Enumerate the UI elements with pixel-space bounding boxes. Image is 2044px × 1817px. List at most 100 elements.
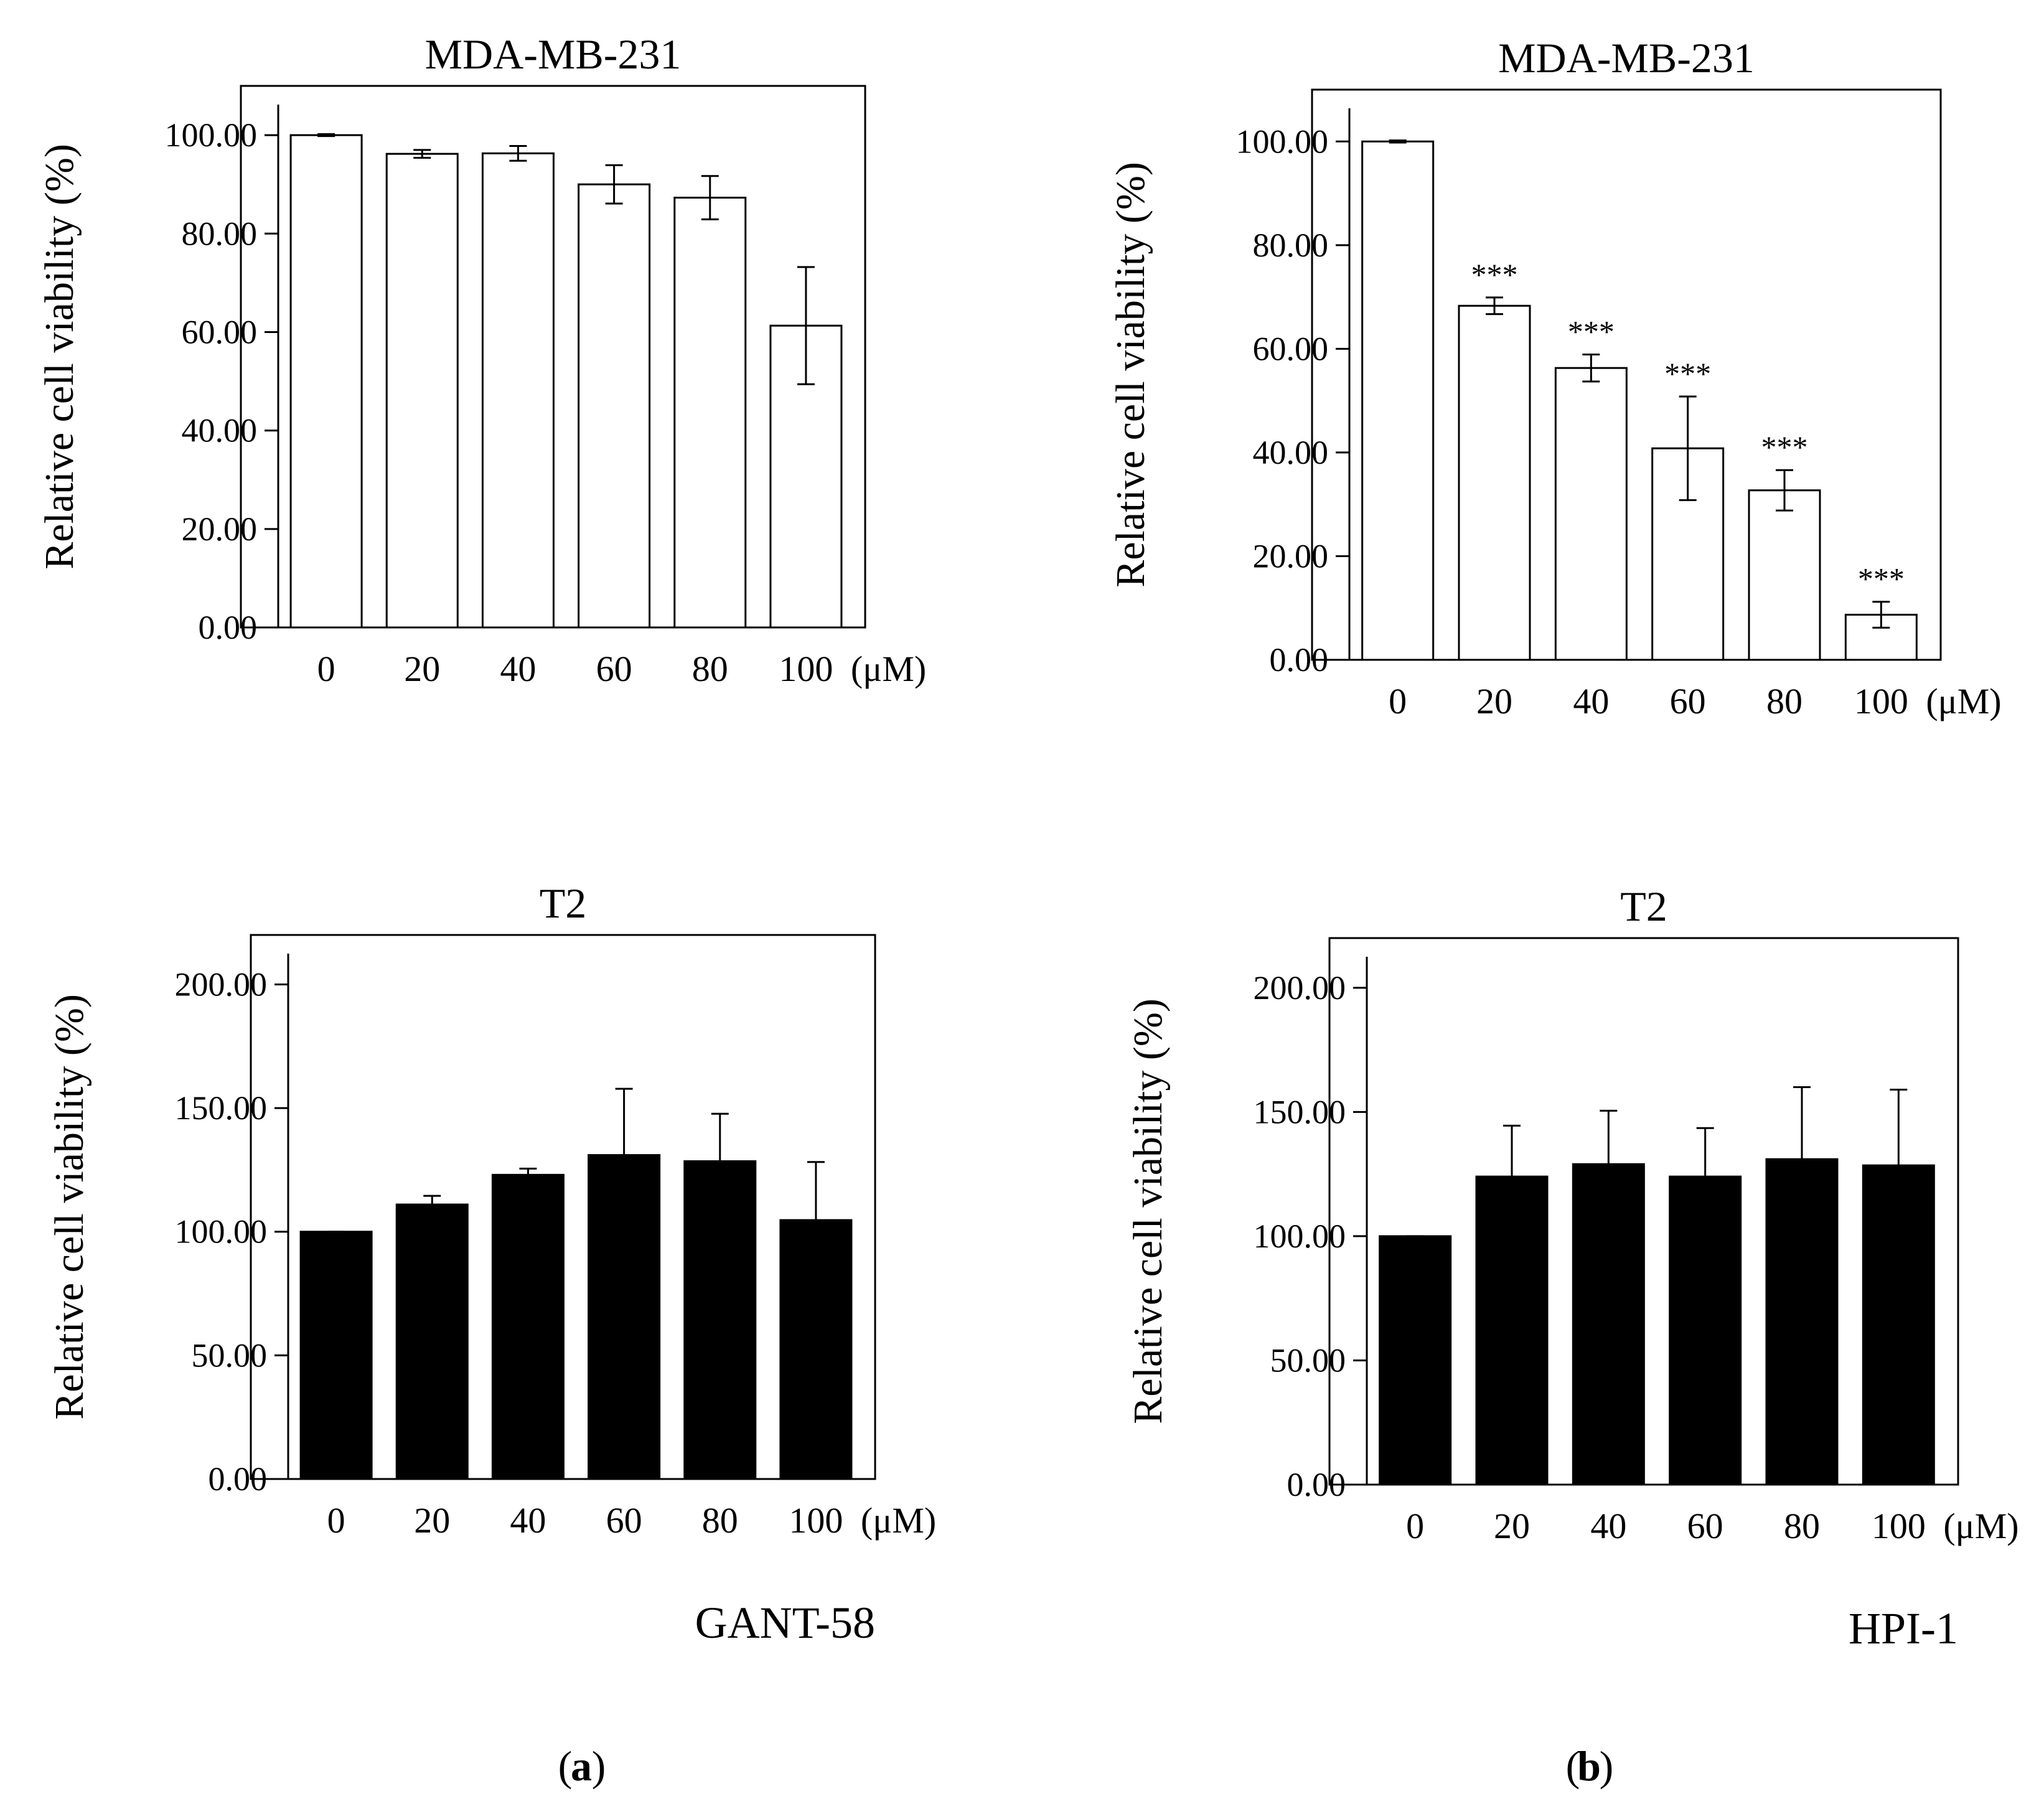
bar xyxy=(1572,1163,1645,1486)
y-tick-label: 0.00 xyxy=(1270,641,1329,678)
y-tick-label: 200.00 xyxy=(1254,969,1346,1007)
y-tick-label: 0.00 xyxy=(1287,1466,1346,1503)
y-tick-label: 20.00 xyxy=(1253,537,1329,575)
y-tick-label: 100.00 xyxy=(165,116,258,154)
chart-title: MDA-MB-231 xyxy=(1498,34,1755,82)
x-tick-label: 20 xyxy=(414,1500,450,1541)
bar xyxy=(1748,489,1821,661)
y-tick-label: 0.00 xyxy=(209,1460,268,1498)
y-tick-label: 100.00 xyxy=(1254,1218,1346,1255)
x-axis-title: HPI-1 xyxy=(1849,1603,1958,1653)
x-unit-label: (μM) xyxy=(861,1500,936,1541)
x-unit-label: (μM) xyxy=(1943,1506,2018,1546)
x-tick-label: 60 xyxy=(606,1500,642,1541)
y-tick-label: 80.00 xyxy=(1253,227,1329,264)
bar xyxy=(1458,304,1531,661)
y-tick-label: 0.00 xyxy=(199,609,258,646)
panel-label-a: ( a ) xyxy=(558,1742,606,1790)
x-tick-label: 60 xyxy=(1687,1506,1723,1546)
bar xyxy=(588,1154,661,1480)
x-tick-label: 40 xyxy=(1590,1506,1626,1546)
significance-label: *** xyxy=(1568,314,1615,349)
bar xyxy=(683,1160,757,1480)
x-tick-label: 0 xyxy=(1389,681,1407,721)
x-tick-label: 20 xyxy=(404,649,440,689)
bar xyxy=(673,197,747,629)
y-tick-label: 100.00 xyxy=(1236,123,1329,160)
bar xyxy=(779,1219,853,1480)
y-tick-label: 60.00 xyxy=(1253,330,1329,367)
y-tick-label: 50.00 xyxy=(1270,1341,1346,1379)
bar xyxy=(578,183,651,629)
panel-label-a-open: ( xyxy=(558,1742,573,1790)
bar xyxy=(1862,1164,1935,1486)
x-tick-label: 0 xyxy=(317,649,335,689)
x-tick-label: 80 xyxy=(1766,681,1803,721)
bar xyxy=(481,152,555,629)
y-axis-label: Relative cell viability (%) xyxy=(1108,162,1153,588)
x-tick-label: 40 xyxy=(1573,681,1609,721)
bar xyxy=(1554,367,1628,661)
y-axis-label: Relative cell viability (%) xyxy=(47,994,92,1420)
panel-label-a-close: ) xyxy=(592,1742,606,1790)
bar xyxy=(289,134,363,629)
y-tick-label: 80.00 xyxy=(182,215,258,252)
bar-chart: 0.00 50.00 100.00 150.00 200.00 0 20 40 60 80 100 (… xyxy=(47,880,936,1648)
significance-label: *** xyxy=(1471,257,1518,292)
x-axis-title: GANT-58 xyxy=(695,1598,875,1648)
bar xyxy=(299,1231,373,1480)
y-tick-label: 60.00 xyxy=(182,313,258,350)
x-tick-label: 80 xyxy=(692,649,728,689)
panel-label-b-open: ( xyxy=(1566,1742,1580,1790)
x-tick-label: 100 xyxy=(779,649,833,689)
x-tick-label: 60 xyxy=(1670,681,1706,721)
x-tick-label: 20 xyxy=(1494,1506,1530,1546)
significance-label: *** xyxy=(1761,430,1808,464)
chart-panels: 0.00 20.00 40.00 60.00 80.00 100.00 0 20 40 60 80 1… xyxy=(37,31,2019,1653)
x-tick-label: 40 xyxy=(500,649,536,689)
bar xyxy=(395,1203,469,1480)
x-tick-label: 100 xyxy=(1854,681,1908,721)
panel-label-b-letter: b xyxy=(1577,1742,1601,1790)
y-axis-label: Relative cell viability (%) xyxy=(1125,998,1171,1424)
x-tick-label: 20 xyxy=(1476,681,1512,721)
y-tick-label: 150.00 xyxy=(175,1089,268,1127)
x-tick-label: 0 xyxy=(1406,1506,1424,1546)
y-tick-label: 20.00 xyxy=(182,510,258,548)
bar-chart: 0.00 20.00 40.00 60.00 80.00 100.00 0 *** 20 *** 4… xyxy=(1108,34,2002,721)
y-tick-label: 40.00 xyxy=(182,412,258,449)
significance-label: *** xyxy=(1858,561,1905,596)
x-tick-label: 100 xyxy=(789,1500,843,1541)
bar xyxy=(1361,140,1435,661)
y-tick-label: 50.00 xyxy=(192,1336,268,1374)
bar xyxy=(1475,1175,1549,1486)
bar xyxy=(1379,1235,1452,1486)
x-tick-label: 100 xyxy=(1872,1506,1926,1546)
bar xyxy=(385,153,459,629)
chart-title: T2 xyxy=(540,880,587,927)
bar xyxy=(1765,1158,1839,1486)
x-tick-label: 0 xyxy=(327,1500,345,1541)
panel-label-b: ( b ) xyxy=(1566,1742,1614,1790)
panel-label-b-close: ) xyxy=(1600,1742,1614,1790)
x-tick-label: 60 xyxy=(596,649,632,689)
y-tick-label: 150.00 xyxy=(1254,1093,1346,1130)
bar-chart: 0.00 50.00 100.00 150.00 200.00 0 20 40 60 80 100 (… xyxy=(1125,883,2019,1653)
x-unit-label: (μM) xyxy=(851,649,926,689)
chart-title: MDA-MB-231 xyxy=(425,31,682,78)
x-tick-label: 80 xyxy=(1784,1506,1820,1546)
x-unit-label: (μM) xyxy=(1926,681,2001,721)
x-tick-label: 40 xyxy=(510,1500,546,1541)
y-tick-label: 40.00 xyxy=(1253,434,1329,471)
bar-chart: 0.00 20.00 40.00 60.00 80.00 100.00 0 20 40 60 80 1… xyxy=(37,31,926,689)
y-tick-label: 100.00 xyxy=(175,1213,268,1251)
y-axis-label: Relative cell viability (%) xyxy=(37,144,82,570)
bar xyxy=(491,1173,565,1480)
x-tick-label: 80 xyxy=(702,1500,738,1541)
chart-title: T2 xyxy=(1620,883,1667,930)
significance-label: *** xyxy=(1664,356,1711,391)
panel-label-a-letter: a xyxy=(571,1742,592,1790)
y-tick-label: 200.00 xyxy=(175,965,268,1003)
bar xyxy=(1669,1175,1742,1486)
